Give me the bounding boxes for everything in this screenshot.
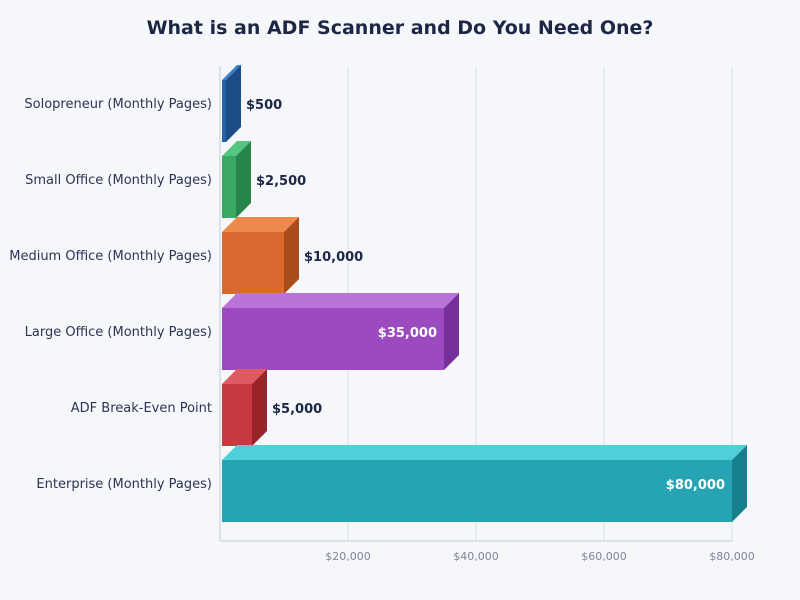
bar-top: [222, 293, 459, 308]
x-tick-label: $20,000: [325, 550, 371, 563]
data-label: $500: [246, 98, 282, 113]
bar-top: [222, 445, 747, 460]
bar-front: [222, 80, 226, 142]
bar-front: [222, 156, 236, 218]
data-label: $35,000: [378, 326, 437, 341]
bar-top: [222, 65, 241, 80]
category-label: Enterprise (Monthly Pages): [36, 477, 212, 492]
bar: [222, 65, 241, 142]
bar-front: [222, 384, 252, 446]
bar: [222, 217, 299, 294]
x-tick-labels: $20,000 $40,000 $60,000 $80,000: [325, 550, 755, 563]
category-label: Small Office (Monthly Pages): [25, 173, 212, 188]
data-label: $2,500: [256, 174, 306, 189]
x-tick-label: $60,000: [581, 550, 627, 563]
category-label: Large Office (Monthly Pages): [25, 325, 212, 340]
category-label: Solopreneur (Monthly Pages): [24, 97, 212, 112]
bar-side: [732, 445, 747, 522]
bar-side: [252, 369, 267, 446]
bar-front: [222, 308, 444, 370]
category-label: ADF Break-Even Point: [71, 401, 212, 416]
bars: [222, 65, 747, 522]
category-labels: Solopreneur (Monthly Pages) Small Office …: [9, 97, 212, 492]
bar-side: [226, 65, 241, 142]
bar-side: [444, 293, 459, 370]
chart-title: What is an ADF Scanner and Do You Need O…: [147, 17, 654, 39]
bar-front: [222, 460, 732, 522]
bar-side: [284, 217, 299, 294]
bar: [222, 141, 251, 218]
bar: [222, 369, 267, 446]
bar-front: [222, 232, 284, 294]
axes: [219, 66, 732, 542]
bar-top: [222, 141, 251, 156]
data-label: $80,000: [666, 478, 725, 493]
bar-top: [222, 217, 299, 232]
data-labels: $500 $2,500 $10,000 $35,000 $5,000 $80,000: [246, 98, 725, 493]
x-tick-label: $80,000: [709, 550, 755, 563]
data-label: $5,000: [272, 402, 322, 417]
bar: [222, 445, 747, 522]
bar: [222, 293, 459, 370]
category-label: Medium Office (Monthly Pages): [9, 249, 212, 264]
x-tick-label: $40,000: [453, 550, 499, 563]
bar-side: [236, 141, 251, 218]
data-label: $10,000: [304, 250, 363, 265]
